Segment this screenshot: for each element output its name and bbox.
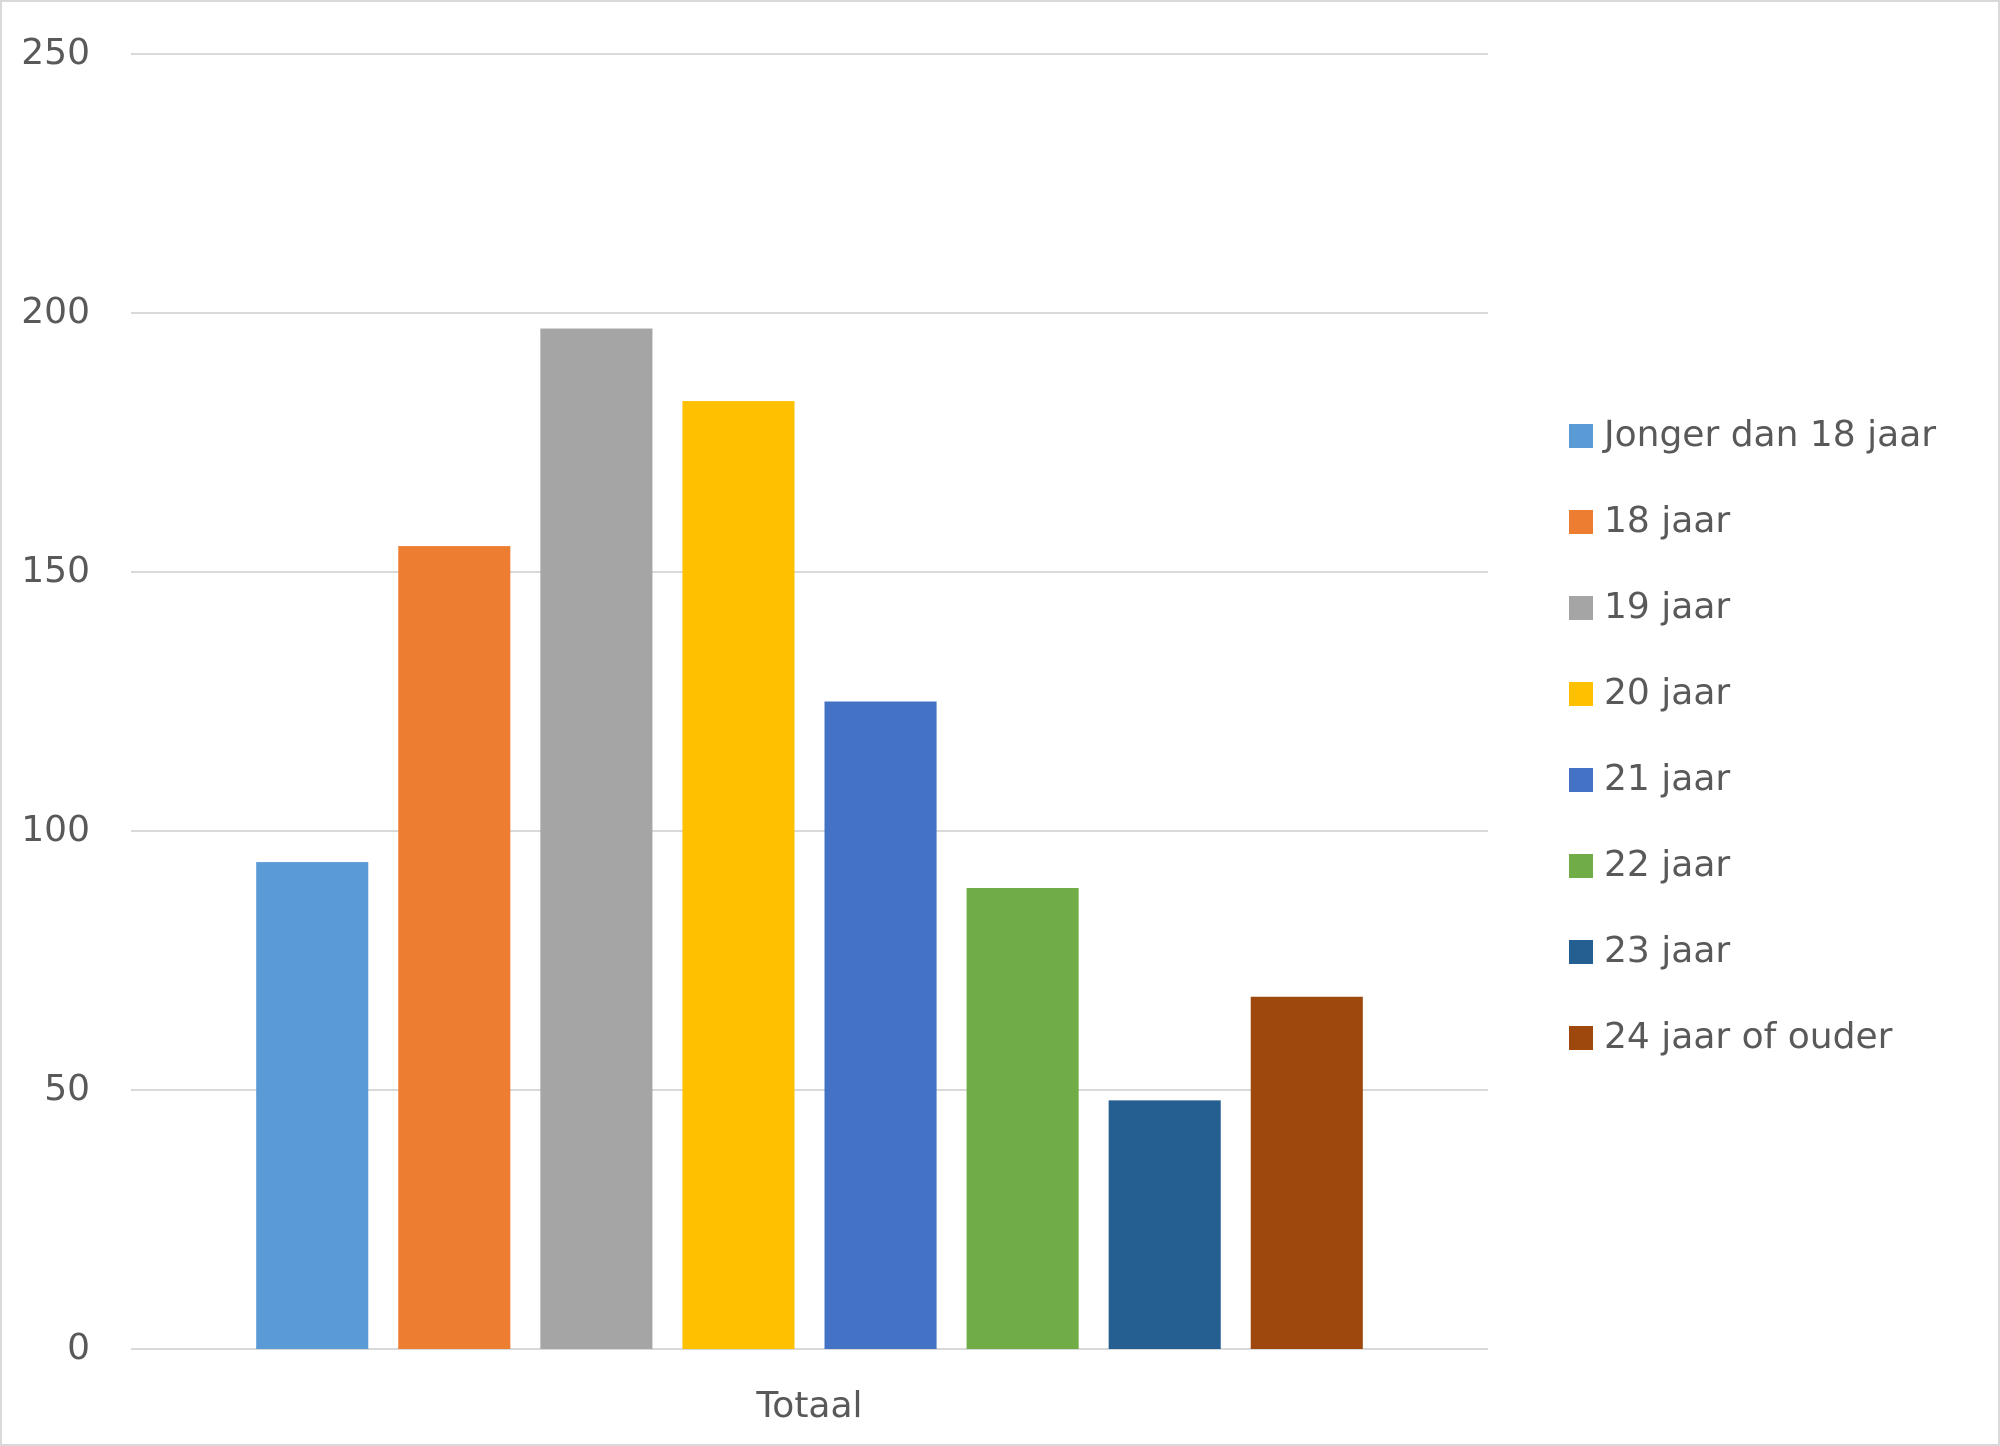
legend-label: 20 jaar: [1604, 672, 1730, 713]
legend-swatch: [1569, 424, 1593, 448]
legend-swatch: [1569, 940, 1593, 964]
bar: [540, 328, 653, 1349]
legend-label: 24 jaar of ouder: [1604, 1016, 1893, 1057]
legend-swatch: [1569, 1026, 1593, 1050]
legend-label: 21 jaar: [1604, 758, 1730, 799]
legend-swatch: [1569, 854, 1593, 878]
bar: [966, 887, 1079, 1349]
bar: [1250, 996, 1363, 1349]
y-tick-label: 250: [21, 32, 90, 73]
legend-label: 23 jaar: [1604, 930, 1730, 971]
legend-swatch: [1569, 510, 1593, 534]
y-tick-label: 50: [44, 1068, 90, 1109]
legend-swatch: [1569, 596, 1593, 620]
x-tick-label: Totaal: [755, 1385, 862, 1426]
bar: [398, 546, 511, 1349]
y-tick-label: 150: [21, 550, 90, 591]
legend-label: 22 jaar: [1604, 844, 1730, 885]
bar: [256, 862, 369, 1349]
y-tick-label: 200: [21, 291, 90, 332]
bar: [1108, 1100, 1221, 1349]
y-tick-label: 0: [67, 1327, 90, 1368]
bar: [824, 701, 937, 1349]
y-tick-label: 100: [21, 809, 90, 850]
legend-label: 19 jaar: [1604, 586, 1730, 627]
legend-swatch: [1569, 768, 1593, 792]
legend-label: 18 jaar: [1604, 500, 1730, 541]
legend-label: Jonger dan 18 jaar: [1602, 414, 1936, 455]
legend-swatch: [1569, 682, 1593, 706]
bar: [682, 401, 795, 1349]
